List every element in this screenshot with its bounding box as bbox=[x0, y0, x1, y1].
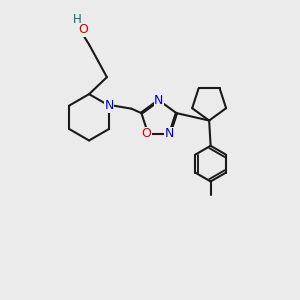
Text: N: N bbox=[104, 99, 114, 112]
Text: N: N bbox=[165, 127, 174, 140]
Text: O: O bbox=[142, 127, 152, 140]
Text: N: N bbox=[154, 94, 164, 107]
Text: H: H bbox=[73, 13, 82, 26]
Text: O: O bbox=[78, 23, 88, 36]
